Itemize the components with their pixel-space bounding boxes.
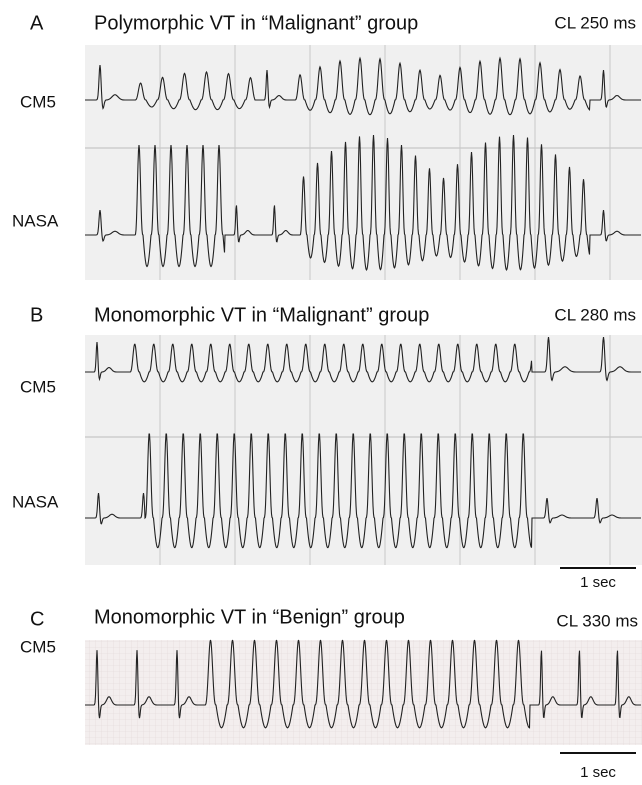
- lead-label: NASA: [12, 492, 59, 511]
- cycle-length: CL 250 ms: [554, 13, 636, 32]
- panel-letter: C: [30, 608, 44, 630]
- cycle-length: CL 330 ms: [556, 611, 638, 630]
- scale-label: 1 sec: [580, 574, 616, 591]
- lead-label: CM5: [20, 377, 56, 396]
- lead-label: NASA: [12, 211, 59, 230]
- panel-letter: A: [30, 12, 44, 34]
- panel-letter: B: [30, 304, 43, 326]
- figure: A Polymorphic VT in “Malignant” group CL…: [0, 0, 642, 785]
- panel-title: Polymorphic VT in “Malignant” group: [94, 12, 418, 34]
- lead-label: CM5: [20, 637, 56, 656]
- scale-label: 1 sec: [580, 764, 616, 781]
- lead-label: CM5: [20, 92, 56, 111]
- panel-title: Monomorphic VT in “Malignant” group: [94, 304, 429, 326]
- cycle-length: CL 280 ms: [554, 305, 636, 324]
- ecg-strip: [85, 335, 642, 565]
- panel-title: Monomorphic VT in “Benign” group: [94, 606, 405, 628]
